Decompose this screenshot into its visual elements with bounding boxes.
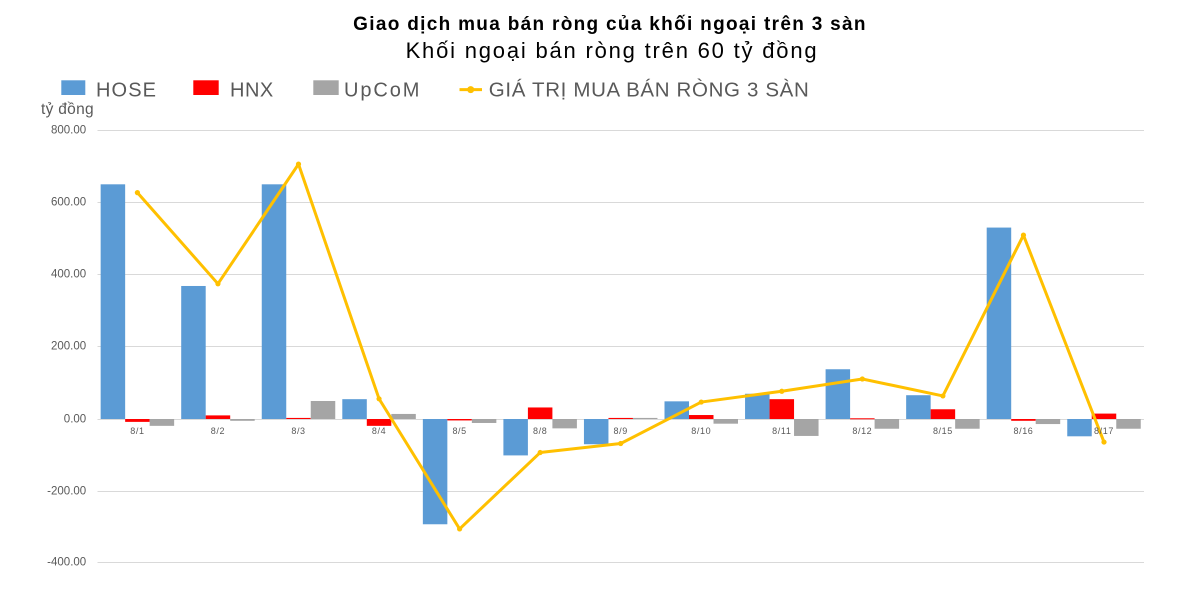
svg-text:8/11: 8/11 (772, 426, 791, 436)
svg-text:400.00: 400.00 (51, 269, 86, 281)
svg-text:GIÁ TRỊ MUA BÁN RÒNG 3 SÀN: GIÁ TRỊ MUA BÁN RÒNG 3 SÀN (489, 79, 810, 102)
svg-text:8/15: 8/15 (933, 426, 953, 436)
svg-text:tỷ đồng: tỷ đồng (41, 101, 94, 118)
svg-text:HOSE: HOSE (96, 79, 157, 101)
svg-text:-400.00: -400.00 (47, 557, 86, 569)
svg-text:8/16: 8/16 (1013, 426, 1033, 436)
svg-text:8/4: 8/4 (372, 426, 386, 436)
svg-text:8/5: 8/5 (452, 426, 466, 436)
svg-text:8/10: 8/10 (691, 426, 711, 436)
svg-text:HNX: HNX (230, 79, 274, 101)
svg-text:Khối ngoại bán ròng trên 60 tỷ: Khối ngoại bán ròng trên 60 tỷ đồng (406, 38, 819, 63)
svg-text:UpCoM: UpCoM (344, 79, 421, 101)
svg-text:8/17: 8/17 (1094, 426, 1114, 436)
svg-text:8/3: 8/3 (291, 426, 305, 436)
svg-text:8/1: 8/1 (130, 426, 144, 436)
svg-text:200.00: 200.00 (51, 341, 86, 353)
svg-text:8/2: 8/2 (211, 426, 225, 436)
svg-text:8/12: 8/12 (852, 426, 872, 436)
svg-text:8/8: 8/8 (533, 426, 547, 436)
svg-text:800.00: 800.00 (51, 125, 86, 137)
svg-text:600.00: 600.00 (51, 197, 86, 209)
svg-text:Giao dịch mua bán ròng của khố: Giao dịch mua bán ròng của khối ngoại tr… (353, 14, 867, 35)
svg-text:0.00: 0.00 (64, 414, 86, 426)
svg-text:8/9: 8/9 (614, 426, 628, 436)
svg-text:-200.00: -200.00 (47, 486, 86, 498)
